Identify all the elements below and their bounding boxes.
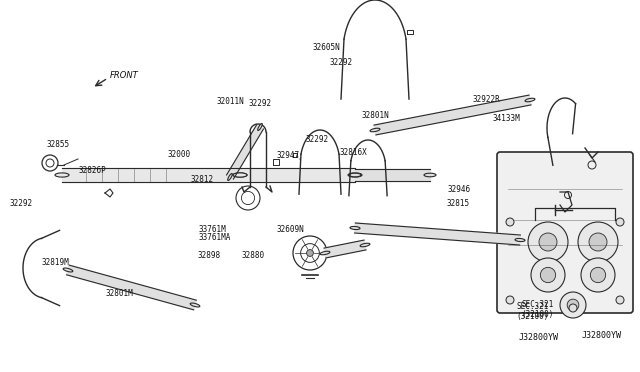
Text: J32800YW: J32800YW (582, 331, 622, 340)
Ellipse shape (348, 173, 362, 177)
Text: 32947: 32947 (276, 151, 300, 160)
Text: 32000: 32000 (168, 150, 191, 159)
Ellipse shape (349, 173, 361, 177)
Text: J32800YW: J32800YW (518, 333, 558, 342)
Polygon shape (62, 168, 240, 182)
Text: 32011N: 32011N (216, 97, 244, 106)
Polygon shape (227, 125, 264, 179)
Text: 32946: 32946 (448, 185, 471, 194)
Polygon shape (355, 169, 430, 181)
Ellipse shape (515, 238, 525, 241)
Ellipse shape (320, 251, 330, 255)
Polygon shape (355, 223, 520, 245)
Circle shape (569, 304, 577, 312)
Circle shape (560, 292, 586, 318)
Ellipse shape (360, 243, 370, 247)
Ellipse shape (370, 128, 380, 132)
Text: 32605N: 32605N (312, 43, 340, 52)
Circle shape (531, 258, 565, 292)
Ellipse shape (424, 173, 436, 177)
Text: 32801N: 32801N (362, 111, 389, 120)
Text: 34133M: 34133M (493, 114, 520, 123)
Text: 32819M: 32819M (42, 258, 69, 267)
Circle shape (616, 218, 624, 226)
Text: 32292: 32292 (248, 99, 271, 108)
Circle shape (616, 296, 624, 304)
Circle shape (528, 222, 568, 262)
Text: SEC.321
(32100): SEC.321 (32100) (516, 302, 548, 321)
Circle shape (590, 267, 605, 283)
Text: FRONT: FRONT (110, 71, 139, 80)
FancyBboxPatch shape (497, 152, 633, 313)
Polygon shape (374, 95, 531, 135)
Text: 32855: 32855 (46, 140, 69, 149)
Text: 33761MA: 33761MA (198, 233, 231, 242)
Ellipse shape (63, 268, 73, 272)
Circle shape (540, 267, 556, 283)
Ellipse shape (190, 303, 200, 307)
Ellipse shape (55, 173, 69, 177)
Circle shape (506, 218, 514, 226)
Text: 32880: 32880 (242, 251, 265, 260)
Text: 32292: 32292 (330, 58, 353, 67)
Ellipse shape (228, 173, 232, 180)
Ellipse shape (258, 124, 262, 131)
Circle shape (307, 250, 314, 256)
Text: 32815: 32815 (447, 199, 470, 208)
Text: 32609N: 32609N (276, 225, 304, 234)
Ellipse shape (233, 173, 247, 177)
Text: 32922R: 32922R (472, 95, 500, 104)
Text: 32898: 32898 (197, 251, 220, 260)
Text: 32816X: 32816X (339, 148, 367, 157)
Ellipse shape (525, 98, 535, 102)
Text: 32292: 32292 (10, 199, 33, 208)
Polygon shape (240, 168, 355, 182)
Polygon shape (324, 240, 366, 258)
Text: 32826P: 32826P (78, 166, 106, 175)
Text: 32292: 32292 (306, 135, 329, 144)
Text: 33761M: 33761M (198, 225, 226, 234)
Text: 32801M: 32801M (106, 289, 133, 298)
Text: SEC.321
(32100): SEC.321 (32100) (522, 300, 554, 320)
Circle shape (567, 299, 579, 311)
Ellipse shape (350, 227, 360, 230)
Circle shape (506, 296, 514, 304)
Circle shape (539, 233, 557, 251)
Circle shape (581, 258, 615, 292)
Circle shape (578, 222, 618, 262)
Ellipse shape (233, 173, 247, 177)
Text: 32812: 32812 (191, 175, 214, 184)
Circle shape (589, 233, 607, 251)
Polygon shape (67, 265, 196, 310)
